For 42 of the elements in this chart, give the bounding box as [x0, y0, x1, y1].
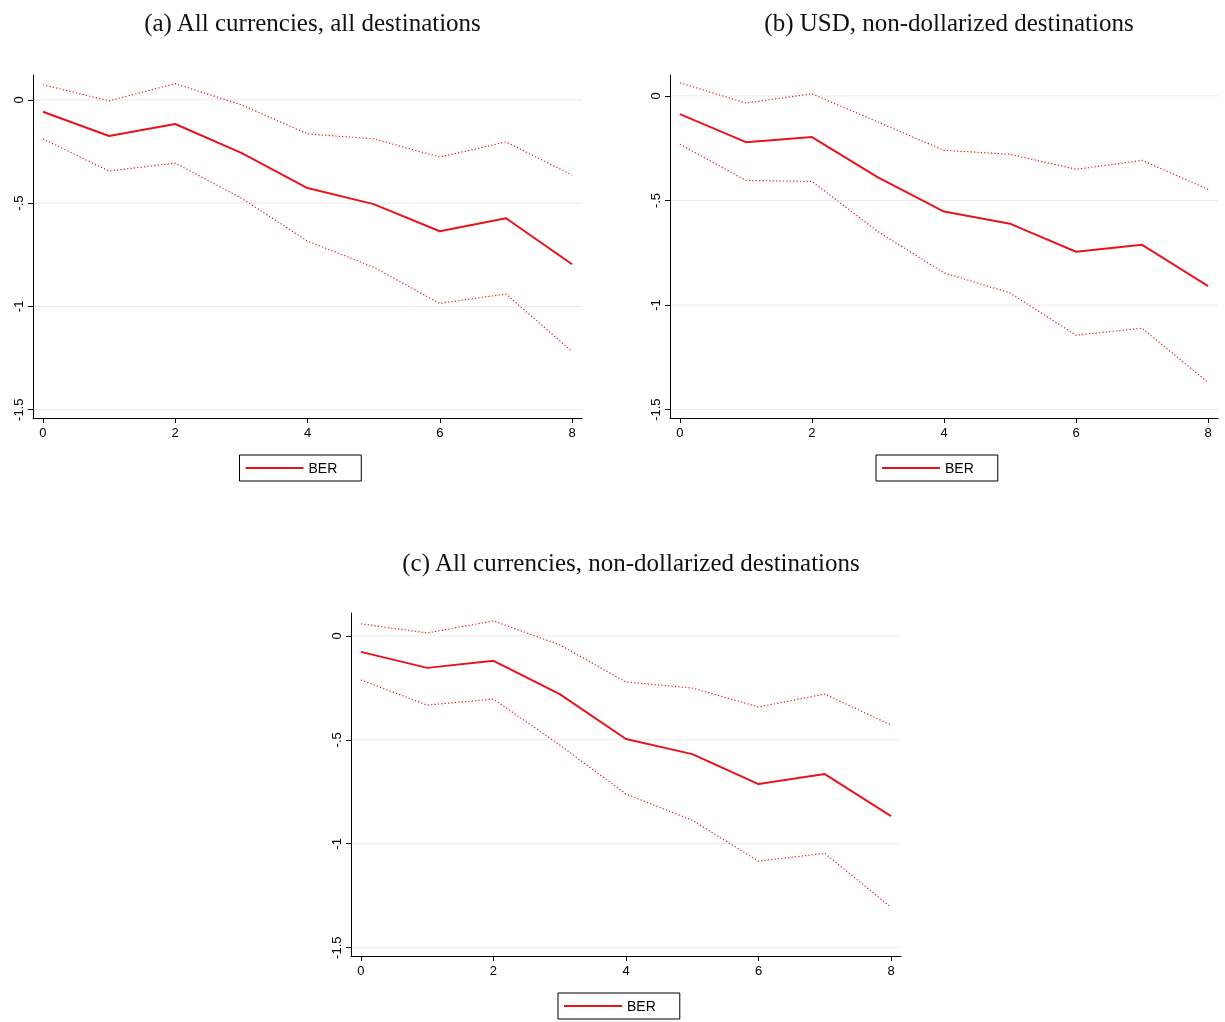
line-series — [679, 143, 1209, 384]
y-tick-label: -1 — [648, 299, 663, 311]
legend-label: BER — [308, 460, 338, 476]
line-series — [360, 620, 892, 726]
x-tick-label: 0 — [39, 425, 47, 440]
line-series — [360, 679, 892, 908]
x-tick-label: 8 — [887, 963, 895, 978]
y-tick-label: -1.5 — [648, 398, 663, 421]
chart-title: (a) All currencies, all destinations — [144, 9, 481, 37]
y-tick-label: -1.5 — [329, 936, 344, 959]
x-tick-label: 4 — [303, 425, 312, 440]
x-tick-label: 6 — [436, 425, 444, 440]
x-tick-label: 4 — [940, 425, 948, 440]
legend-label: BER — [945, 460, 974, 476]
line-series — [41, 110, 574, 266]
y-tick-label: 0 — [329, 632, 344, 640]
x-tick-label: 2 — [171, 425, 179, 440]
y-tick-label: -1 — [11, 300, 26, 313]
line-series — [42, 138, 573, 353]
y-tick-label: 0 — [11, 96, 26, 104]
line-series — [359, 650, 893, 818]
x-tick-label: 6 — [1072, 425, 1080, 440]
x-tick-label: 6 — [754, 963, 763, 978]
line-series — [42, 83, 573, 176]
chart-title: (b) USD, non-dollarized destinations — [764, 9, 1134, 37]
line-series — [678, 113, 1210, 288]
y-tick-label: -.5 — [329, 732, 344, 748]
x-tick-label: 8 — [568, 425, 576, 440]
y-tick-label: -1 — [329, 837, 344, 850]
line-series — [679, 82, 1209, 190]
legend-label: BER — [627, 998, 656, 1014]
y-tick-label: -.5 — [648, 192, 663, 209]
chart-title: (c) All currencies, non-dollarized destinations — [402, 549, 860, 577]
y-tick-label: 0 — [648, 92, 663, 100]
y-tick-label: -.5 — [11, 195, 26, 211]
x-tick-label: 0 — [676, 425, 684, 440]
x-tick-label: 2 — [808, 425, 816, 440]
x-tick-label: 2 — [489, 963, 498, 978]
y-tick-label: -1.5 — [11, 398, 26, 421]
x-tick-label: 8 — [1204, 425, 1212, 440]
x-tick-label: 0 — [357, 963, 365, 978]
x-tick-label: 4 — [622, 963, 630, 978]
